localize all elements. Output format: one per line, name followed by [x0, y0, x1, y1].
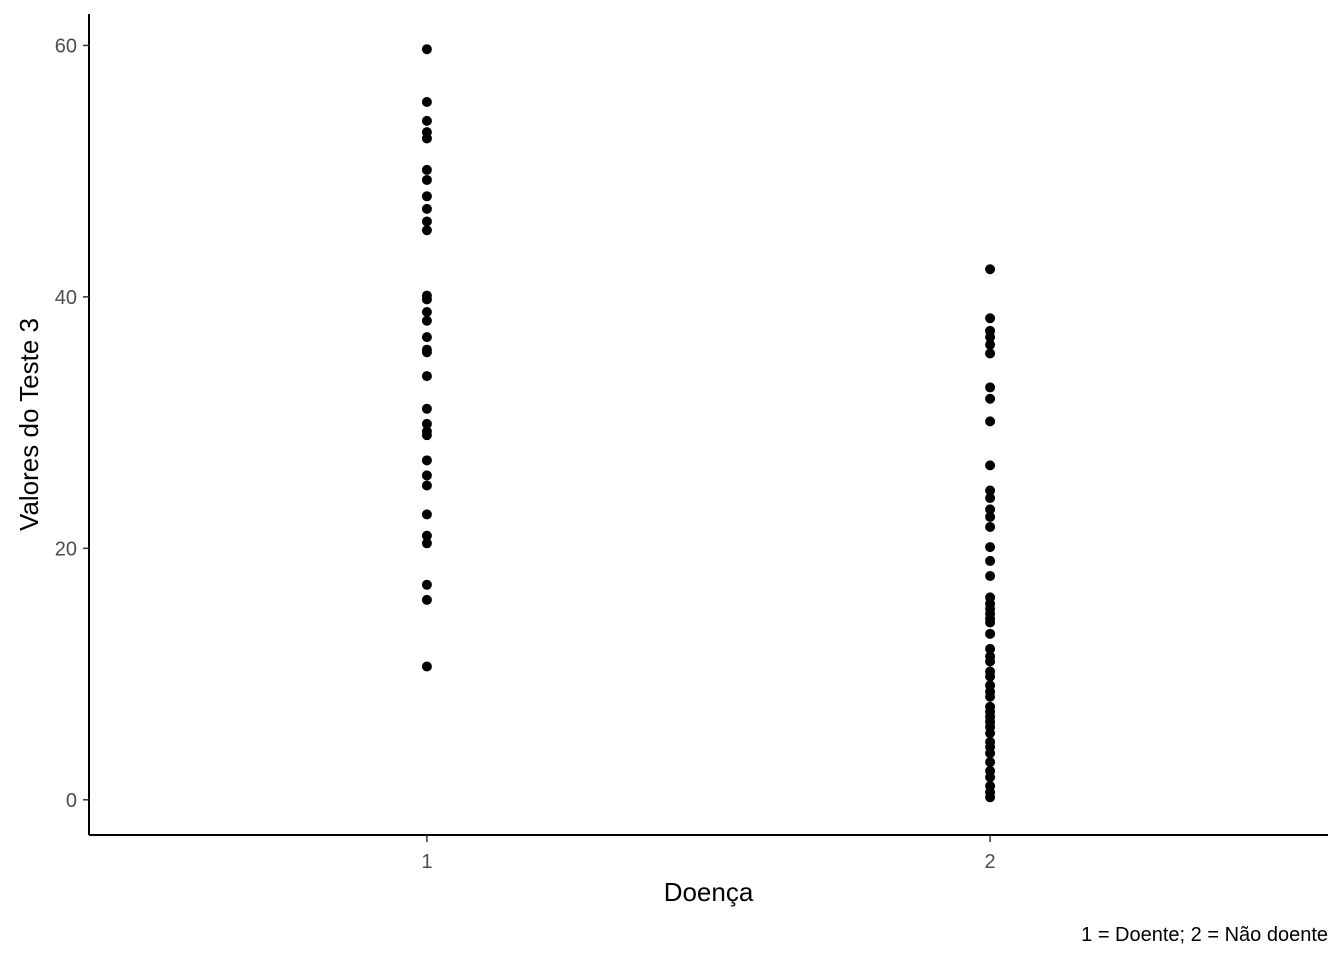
data-point [421, 174, 432, 185]
data-point [421, 133, 432, 144]
y-tick-label: 40 [55, 287, 77, 309]
x-axis-title: Doença [664, 877, 754, 907]
data-point [421, 332, 432, 343]
chart-caption: 1 = Doente; 2 = Não doente [1081, 924, 1328, 946]
data-point [421, 470, 432, 481]
data-point [985, 617, 996, 628]
y-tick-label: 60 [55, 35, 77, 57]
data-point [421, 509, 432, 520]
data-point [421, 306, 432, 317]
data-point [985, 757, 996, 768]
data-point [985, 555, 996, 566]
data-point [421, 579, 432, 590]
data-point [985, 382, 996, 393]
data-point [985, 571, 996, 582]
data-point [421, 225, 432, 236]
axes [88, 14, 1328, 836]
data-point [985, 542, 996, 553]
data-point [421, 455, 432, 466]
data-point [985, 493, 996, 504]
data-point [421, 480, 432, 491]
data-point [421, 164, 432, 175]
data-point [421, 97, 432, 108]
data-point [985, 339, 996, 350]
data-point [421, 191, 432, 202]
data-point [421, 203, 432, 214]
data-point [985, 643, 996, 654]
data-point [421, 44, 432, 55]
data-point [985, 728, 996, 739]
data-point [985, 511, 996, 522]
data-point [985, 671, 996, 682]
data-point [985, 656, 996, 667]
data-points [421, 44, 996, 803]
data-point [421, 216, 432, 227]
y-axis-ticks: 0 20 40 60 [55, 35, 89, 812]
data-point [421, 538, 432, 549]
data-point [985, 772, 996, 783]
data-point [985, 691, 996, 702]
data-point [421, 430, 432, 441]
data-point [985, 313, 996, 324]
x-tick-label: 2 [985, 851, 996, 873]
y-tick-label: 0 [66, 790, 77, 812]
data-point [985, 628, 996, 639]
data-point [985, 332, 996, 343]
data-point [421, 418, 432, 429]
data-point [985, 460, 996, 471]
data-point [421, 594, 432, 605]
data-point [985, 416, 996, 427]
data-point [421, 371, 432, 382]
data-point [985, 393, 996, 404]
y-tick-label: 20 [55, 538, 77, 560]
y-axis-title: Valores do Teste 3 [14, 318, 44, 531]
data-point [421, 661, 432, 672]
data-point [421, 115, 432, 126]
data-point [985, 521, 996, 532]
data-point [985, 485, 996, 496]
data-point [985, 264, 996, 275]
data-point [985, 348, 996, 359]
data-point [421, 315, 432, 326]
data-point [421, 347, 432, 358]
data-point [985, 504, 996, 515]
data-point [985, 792, 996, 803]
data-point [421, 530, 432, 541]
data-point [985, 748, 996, 759]
data-point [421, 294, 432, 305]
x-tick-label: 1 [421, 851, 432, 873]
data-point [421, 403, 432, 414]
